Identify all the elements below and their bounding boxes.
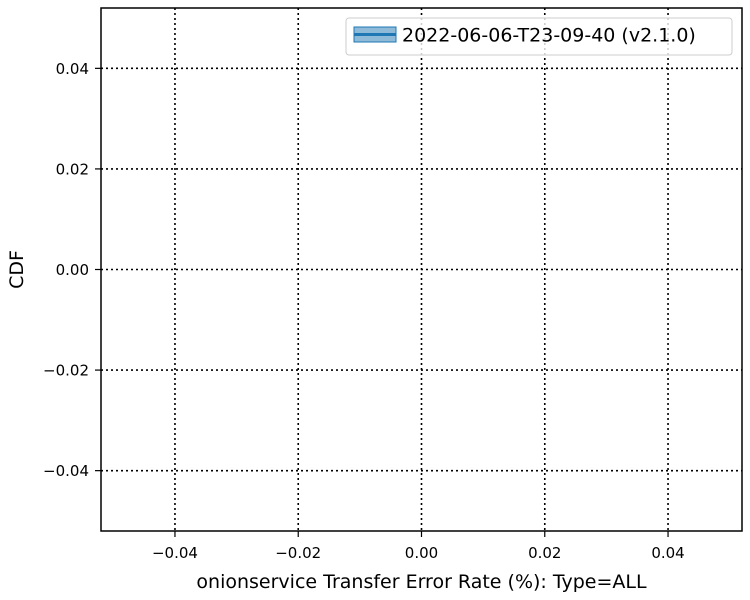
y-tick-label: −0.02 xyxy=(43,362,89,380)
y-tick-label: 0.04 xyxy=(56,60,89,78)
x-tick-label: 0.02 xyxy=(528,544,561,562)
x-tick-label: 0.00 xyxy=(405,544,438,562)
legend-entry-label: 2022-06-06-T23-09-40 (v2.1.0) xyxy=(402,25,696,47)
y-axis-label: CDF xyxy=(6,250,28,289)
x-axis-label: onionservice Transfer Error Rate (%): Ty… xyxy=(196,571,647,593)
x-tick-label: −0.02 xyxy=(275,544,321,562)
legend: 2022-06-06-T23-09-40 (v2.1.0) xyxy=(346,18,732,55)
y-tick-label: 0.02 xyxy=(56,160,89,178)
x-tick-label: −0.04 xyxy=(152,544,198,562)
y-tick-label: 0.00 xyxy=(56,261,89,279)
x-tick-label: 0.04 xyxy=(651,544,684,562)
y-tick-label: −0.04 xyxy=(43,462,89,480)
